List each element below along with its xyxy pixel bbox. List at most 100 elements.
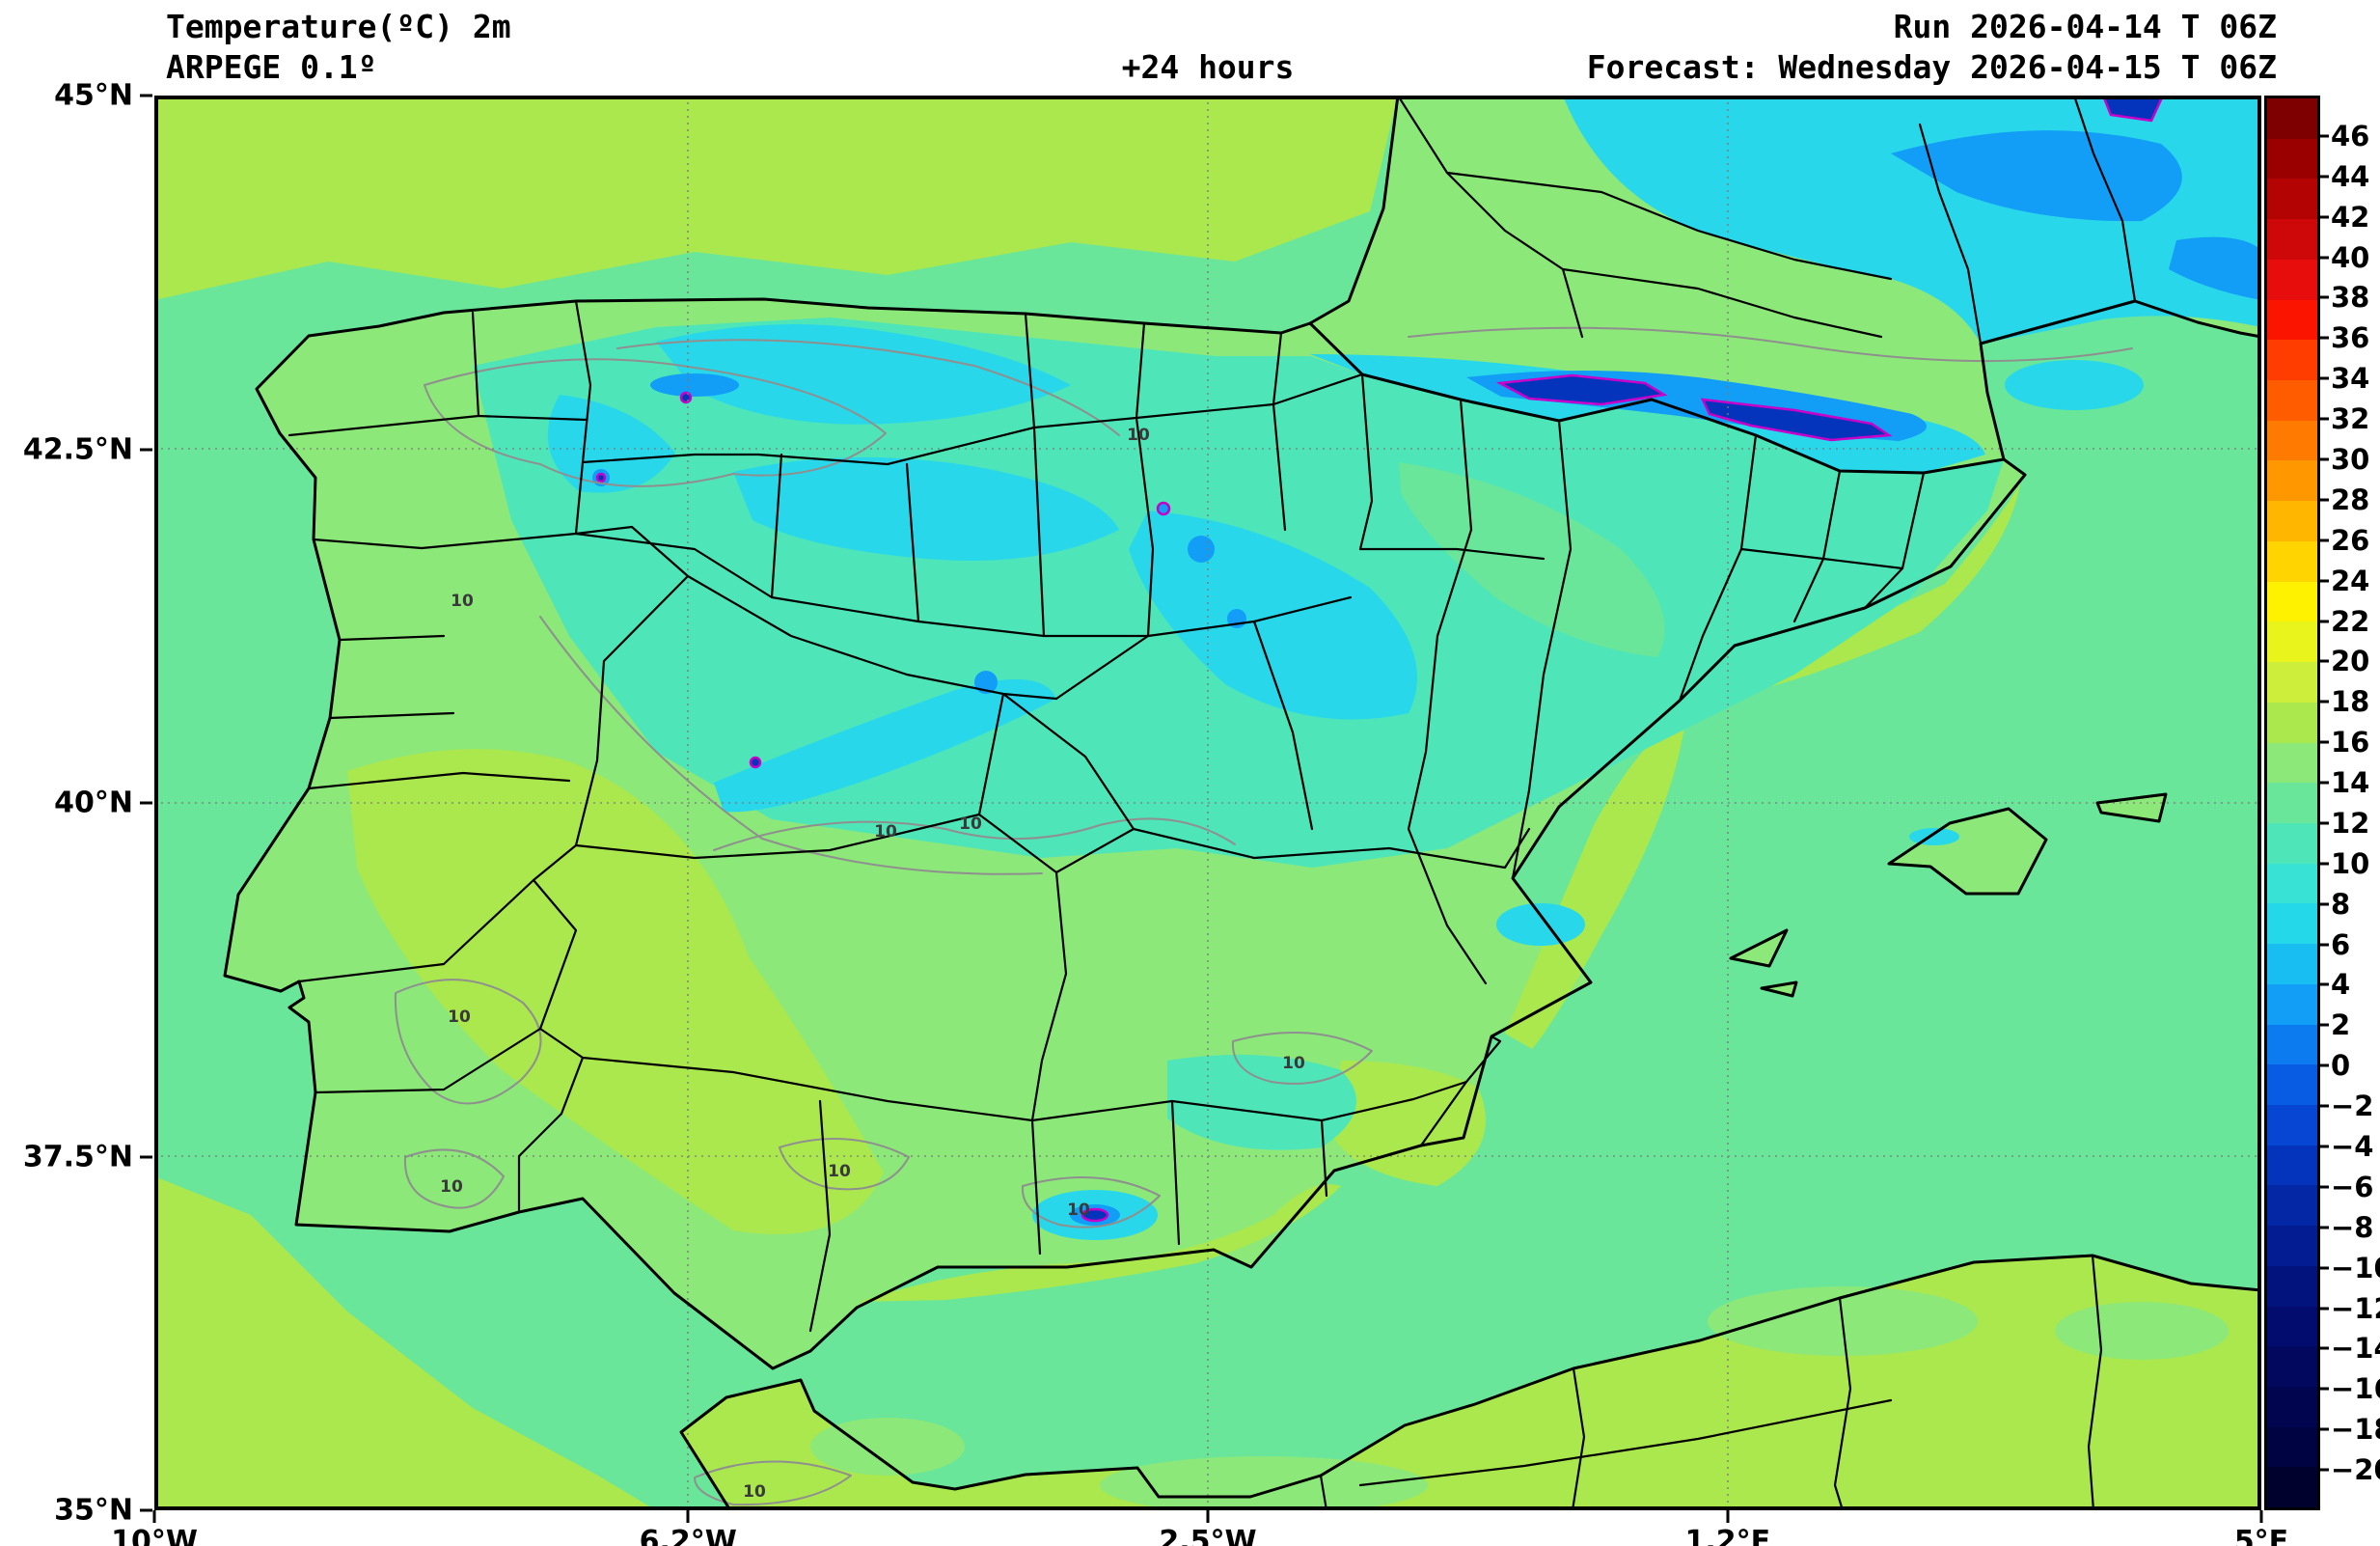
- province-borders-shape: [905, 462, 920, 623]
- colorbar-tick-mark: [2320, 902, 2329, 906]
- province-borders-shape: [574, 813, 981, 860]
- temp-cold-patches-shape: [656, 324, 1071, 425]
- colorbar-tick-mark: [2320, 821, 2329, 825]
- colorbar-bands: [2267, 98, 2317, 1508]
- colorbar-tick-label: 18: [2331, 685, 2370, 719]
- gridlines: [154, 96, 2261, 1510]
- colorbar-tick-mark: [2320, 659, 2329, 663]
- colorbar-tick-label: 8: [2331, 887, 2351, 921]
- x-tick-mark: [686, 1510, 690, 1523]
- island-formentera: [1762, 982, 1796, 996]
- province-borders-shape: [1252, 620, 1314, 831]
- x-tick-label: 5°E: [2233, 1525, 2289, 1546]
- gray-contours-shape: [1408, 326, 2133, 363]
- colorbar-tick-mark: [2320, 417, 2329, 421]
- province-borders-shape: [1678, 433, 1758, 703]
- iberia-warm-patches-shape: [1505, 713, 1686, 1049]
- province-borders-shape: [1918, 123, 1983, 345]
- gray-contours-shape: [779, 1138, 910, 1191]
- colorbar-tick-mark: [2320, 175, 2329, 179]
- colorbar-band: [2267, 1226, 2317, 1266]
- province-borders-shape: [574, 299, 592, 536]
- colorbar-band: [2267, 540, 2317, 582]
- colorbar-tick-label: 34: [2331, 362, 2370, 396]
- colorbar-band: [2267, 1306, 2317, 1347]
- province-borders-shape: [1542, 419, 1573, 676]
- colorbar-band: [2267, 662, 2317, 703]
- colorbar-tick-label: 14: [2331, 766, 2370, 800]
- colorbar-band: [2267, 501, 2317, 541]
- coastlines-shape: [1729, 928, 1789, 968]
- colorbar-band: [2267, 380, 2317, 421]
- colorbar-band: [2267, 219, 2317, 260]
- gray-contours-shape: [694, 1460, 852, 1506]
- province-borders-shape: [1319, 1474, 1328, 1510]
- y-tick-mark: [140, 448, 152, 451]
- gredos-spot: [749, 756, 762, 769]
- coastlines: [223, 96, 2261, 1510]
- moncayo-spot: [1156, 501, 1171, 516]
- province-borders-shape: [1032, 373, 1364, 429]
- colorbar-tick-label: 6: [2331, 927, 2351, 961]
- x-tick-mark: [2259, 1510, 2263, 1523]
- colorbar-tick-mark: [2320, 1023, 2329, 1027]
- y-tick-label: 37.5°N: [22, 1140, 133, 1173]
- colorbar-band: [2267, 460, 2317, 502]
- colorbar-tick-label: 42: [2331, 200, 2370, 234]
- province-borders-shape: [808, 1099, 832, 1333]
- colorbar-band: [2267, 98, 2317, 139]
- colorbar-tick-label: 32: [2331, 402, 2370, 436]
- temp-cold-patches-shape: [714, 678, 1056, 813]
- colorbar: [2264, 96, 2320, 1510]
- colorbar-tick-mark: [2320, 740, 2329, 744]
- colorbar-band: [2267, 299, 2317, 341]
- temp-colder-patches-shape: [974, 671, 998, 694]
- colorbar-tick-label: 30: [2331, 442, 2370, 476]
- colorbar-tick-label: −16: [2331, 1372, 2380, 1406]
- colorbar-band: [2267, 944, 2317, 984]
- colorbar-band: [2267, 1346, 2317, 1387]
- map-plot-area: [154, 96, 2261, 1510]
- colorbar-tick-label: 38: [2331, 281, 2370, 315]
- colorbar-band: [2267, 340, 2317, 381]
- colorbar-tick-mark: [2320, 1104, 2329, 1108]
- province-borders-shape: [297, 878, 535, 983]
- colorbar-tick-mark: [2320, 1063, 2329, 1067]
- lead-time-label: +24 hours: [1121, 48, 1295, 86]
- province-borders-shape: [1030, 1118, 1042, 1256]
- x-tick-label: 2.5°W: [1159, 1525, 1257, 1546]
- province-borders-shape: [1170, 1099, 1181, 1246]
- gray-contours-shape: [1231, 1032, 1373, 1085]
- colorbar-band: [2267, 1104, 2317, 1146]
- coastlines-shape: [1887, 807, 2048, 896]
- province-borders-shape: [977, 692, 1135, 874]
- province-borders-shape: [1561, 267, 1883, 339]
- temp-cold-patches-shape: [733, 456, 1119, 561]
- temp-coldest-cores-shape: [595, 472, 607, 483]
- province-borders-shape: [1511, 673, 1546, 880]
- temp-cold-patches-shape: [1129, 511, 1417, 720]
- colorbar-tick-mark: [2320, 943, 2329, 947]
- colorbar-tick-label: −10: [2331, 1251, 2380, 1284]
- colorbar-tick-label: 28: [2331, 483, 2370, 516]
- x-axis: 10°W 6.2°W 2.5°W 1.2°E 5°E: [111, 1510, 2288, 1546]
- colorbar-tick-label: −6: [2331, 1170, 2374, 1203]
- colorbar-band: [2267, 983, 2317, 1025]
- colorbar-tick-mark: [2320, 1266, 2329, 1270]
- colorbar-tick-mark: [2320, 215, 2329, 219]
- province-borders-shape: [477, 414, 588, 422]
- province-borders-shape: [1132, 827, 1531, 870]
- temp-colder-patches-shape: [650, 373, 739, 397]
- pyrenees-core-west: [1495, 373, 1668, 406]
- province-borders-shape: [1833, 1296, 1852, 1510]
- page-title: Temperature(ºC) 2m: [166, 8, 511, 45]
- colorbar-band: [2267, 1467, 2317, 1508]
- province-borders-shape: [287, 414, 480, 437]
- colorbar-tick-mark: [2320, 1185, 2329, 1189]
- x-tick-label: 6.2°W: [639, 1525, 737, 1546]
- colorbar-tick-label: −14: [2331, 1332, 2380, 1366]
- colorbar-band: [2267, 863, 2317, 904]
- colorbar-tick-mark: [2320, 1387, 2329, 1391]
- colorbar-tick-mark: [2320, 498, 2329, 502]
- temp-colder-patches-shape: [1891, 130, 2182, 222]
